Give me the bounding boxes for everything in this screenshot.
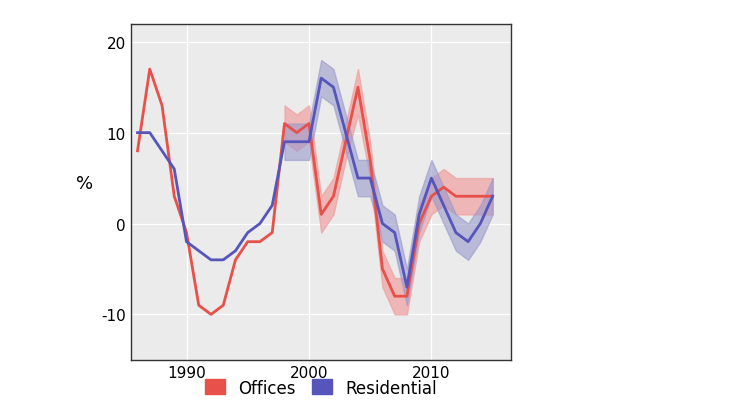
Legend: Offices, Residential: Offices, Residential [205, 379, 437, 397]
Y-axis label: %: % [76, 174, 93, 192]
